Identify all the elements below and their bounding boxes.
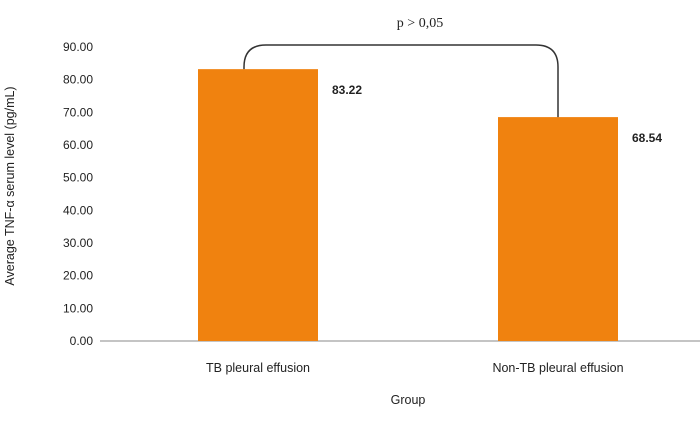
y-tick-label: 40.00 <box>63 203 93 217</box>
y-tick-label: 20.00 <box>63 269 93 283</box>
y-axis-ticks: 0.00 10.00 20.00 30.00 40.00 50.00 60.00 70.00 8… <box>63 40 93 348</box>
y-axis-title: Average TNF-α serum level (pg/mL) <box>3 86 17 285</box>
p-value-annotation: p > 0,05 <box>397 16 443 31</box>
bar-non-tb <box>498 117 618 342</box>
y-tick-label: 30.00 <box>63 236 93 250</box>
bar-tb <box>198 69 318 341</box>
significance-bracket: p > 0,05 <box>243 16 559 118</box>
x-category-label: Non-TB pleural effusion <box>492 361 623 375</box>
bars: 83.22 TB pleural effusion 68.54 Non-TB pleu… <box>198 69 662 375</box>
x-category-label: TB pleural effusion <box>206 361 310 375</box>
y-tick-label: 10.00 <box>63 301 93 315</box>
y-tick-label: 90.00 <box>63 40 93 54</box>
y-tick-label: 80.00 <box>63 73 93 87</box>
data-label: 83.22 <box>332 83 362 97</box>
y-tick-label: 70.00 <box>63 105 93 119</box>
data-label: 68.54 <box>632 131 662 145</box>
x-axis-title: Group <box>391 393 426 407</box>
bracket-line <box>243 44 559 118</box>
y-tick-label: 50.00 <box>63 171 93 185</box>
y-tick-label: 60.00 <box>63 138 93 152</box>
y-tick-label: 0.00 <box>70 334 94 348</box>
